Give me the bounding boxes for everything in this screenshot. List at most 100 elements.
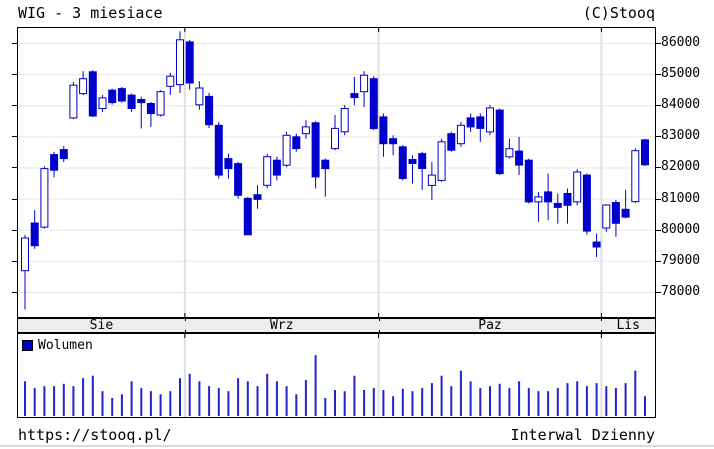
volume-bar [382,390,385,416]
candle [263,153,272,189]
volume-bar [421,388,424,416]
y-axis-label: 80000 [661,221,701,237]
volume-bar [605,386,608,416]
candle [79,71,88,96]
candle [321,158,330,197]
axis-tick [656,229,661,231]
axis-tick [656,260,661,262]
volume-bar [363,390,366,416]
volume-legend-swatch-icon [22,340,33,351]
candle [88,70,97,117]
axis-tick [12,229,17,231]
month-label: Paz [478,318,502,333]
candle [127,93,136,112]
y-axis-label: 78000 [661,283,701,299]
candle [379,113,388,157]
volume-bar [285,386,288,416]
candle [544,173,553,221]
volume-bar [53,386,56,416]
volume-bar [614,388,617,416]
volume-bar [518,381,521,416]
volume-bar [43,386,46,416]
volume-bar [72,386,75,416]
volume-chart [24,334,646,417]
candle [389,135,398,156]
volume-legend-label: Wolumen [38,338,93,353]
volume-bar [537,391,540,416]
volume-bar [624,383,627,416]
candle [476,113,485,142]
volume-bar [527,388,530,416]
candle [563,188,572,224]
volume-bar [275,381,278,416]
volume-bar [440,375,443,416]
volume-bar [334,390,336,416]
candle [553,193,562,224]
axis-tick [12,105,17,107]
y-axis-label: 81000 [661,190,701,206]
volume-bar [479,388,482,416]
volume-bar [111,398,114,416]
candle [486,105,494,136]
volume-bar [266,373,269,416]
volume-bar [149,391,152,416]
candle [602,204,611,232]
volume-bar [450,386,453,416]
candle [437,138,446,182]
copyright-label: (C)Stooq [582,4,655,22]
axis-tick [12,198,17,200]
month-boundary-tick [378,330,380,333]
volume-bar [430,383,433,416]
volume-bar [489,386,491,416]
volume-bar [469,381,472,416]
y-axis-label: 79000 [661,252,701,268]
volume-bar [547,391,550,416]
candle [582,173,591,235]
candle [331,115,339,151]
candle [69,82,78,120]
candle [418,151,427,191]
volume-bar [227,391,230,416]
candle [156,90,165,117]
candle [408,155,417,184]
volume-bar [130,381,133,416]
volume-bar [237,378,240,416]
candle [282,131,291,168]
volume-bar [392,396,395,416]
volume-legend: Wolumen [22,339,93,352]
candle [398,145,407,181]
axis-tick [656,167,661,169]
volume-bar [498,383,501,416]
month-label: Lis [616,318,640,333]
candle [495,108,504,176]
y-axis-label: 83000 [661,128,701,144]
volume-bar [24,381,26,416]
candle [292,133,301,152]
month-boundary-tick [601,330,603,333]
y-axis-label: 85000 [661,66,701,82]
volume-panel: Wolumen [17,333,656,418]
candle [534,191,543,222]
volume-bar [566,383,569,416]
candlestick-chart [18,28,655,317]
volume-bar [372,388,375,416]
volume-bar [401,388,404,416]
candle [224,153,233,179]
volume-bar [256,386,259,416]
y-axis-label: 82000 [661,159,701,175]
candle [205,92,214,129]
candle [427,162,436,200]
candle [641,138,649,167]
candle [360,71,369,107]
candle [234,162,243,199]
candle [185,39,194,90]
candle [311,121,320,189]
month-boundary-tick [184,318,186,321]
volume-bar [120,394,123,416]
volume-bar [246,381,249,416]
y-axis-label: 86000 [661,35,701,50]
candle [447,131,456,152]
volume-bar [304,380,307,416]
volume-bar [343,391,346,416]
